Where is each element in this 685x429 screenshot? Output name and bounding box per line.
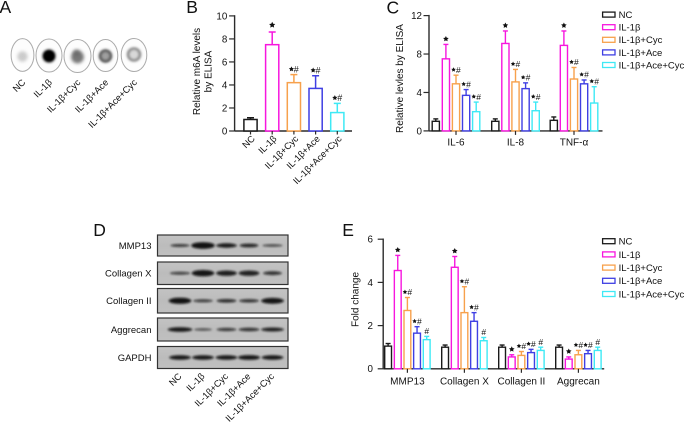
svg-text:NC: NC [619, 237, 633, 248]
svg-text:#: # [315, 65, 320, 75]
svg-text:Fold change: Fold change [350, 272, 361, 327]
svg-text:0: 0 [222, 126, 228, 137]
svg-text:IL-1β: IL-1β [619, 250, 641, 261]
svg-text:IL-6: IL-6 [447, 137, 465, 148]
svg-text:6: 6 [222, 57, 228, 68]
svg-text:C: C [387, 0, 400, 18]
svg-text:by ELISA: by ELISA [204, 50, 215, 92]
svg-text:12: 12 [411, 11, 422, 22]
svg-text:#: # [574, 57, 579, 67]
svg-text:2: 2 [222, 103, 227, 114]
svg-text:IL-1β+Ace+Cyc: IL-1β+Ace+Cyc [619, 289, 685, 300]
svg-text:2: 2 [368, 321, 373, 332]
svg-text:6: 6 [368, 235, 374, 246]
svg-text:A: A [0, 0, 12, 17]
svg-text:#: # [538, 337, 543, 347]
svg-text:#: # [417, 316, 422, 326]
svg-text:8: 8 [222, 34, 228, 45]
svg-text:Aggrecan: Aggrecan [557, 376, 600, 387]
svg-text:Collagen X: Collagen X [105, 269, 152, 280]
svg-text:#: # [407, 287, 412, 297]
svg-text:Aggrecan: Aggrecan [111, 325, 152, 336]
svg-text:MMP13: MMP13 [119, 241, 152, 252]
svg-text:D: D [93, 220, 106, 240]
svg-text:B: B [186, 0, 198, 17]
svg-text:#: # [594, 76, 599, 86]
svg-text:Collagen II: Collagen II [106, 296, 151, 307]
svg-text:Collagen X: Collagen X [440, 376, 489, 387]
svg-text:#: # [584, 70, 589, 80]
svg-text:Relative m6A levels: Relative m6A levels [192, 28, 203, 115]
svg-text:IL-1β+Ace: IL-1β+Ace [619, 276, 663, 287]
svg-text:#: # [536, 92, 541, 102]
svg-text:NC: NC [619, 10, 633, 21]
svg-text:IL-1β+Cyc: IL-1β+Cyc [619, 263, 663, 274]
svg-text:MMP13: MMP13 [390, 376, 425, 387]
svg-text:Collagen II: Collagen II [497, 376, 545, 387]
svg-text:#: # [476, 92, 481, 102]
svg-text:IL-1β+Ace: IL-1β+Ace [619, 48, 663, 59]
svg-text:Relative levles by ELISA: Relative levles by ELISA [395, 24, 406, 133]
svg-text:4: 4 [417, 88, 423, 99]
svg-text:IL-1β: IL-1β [619, 23, 641, 34]
svg-text:4: 4 [222, 80, 228, 91]
svg-text:4: 4 [368, 278, 374, 289]
svg-text:#: # [526, 73, 531, 83]
svg-text:TNF-α: TNF-α [560, 137, 589, 148]
svg-text:GAPDH: GAPDH [118, 353, 152, 364]
svg-text:8: 8 [417, 49, 423, 60]
svg-text:IL-1β+Cyc: IL-1β+Cyc [619, 35, 663, 46]
svg-text:#: # [521, 341, 526, 351]
svg-text:E: E [342, 220, 354, 240]
svg-text:#: # [294, 64, 299, 74]
svg-text:#: # [424, 326, 429, 336]
svg-text:#: # [578, 340, 583, 350]
svg-text:#: # [474, 302, 479, 312]
svg-text:#: # [466, 79, 471, 89]
svg-text:#: # [464, 276, 469, 286]
svg-text:10: 10 [216, 11, 227, 22]
svg-text:#: # [337, 93, 342, 103]
svg-text:#: # [588, 340, 593, 350]
svg-text:0: 0 [368, 364, 374, 375]
svg-text:#: # [516, 59, 521, 69]
svg-text:IL-1β+Ace+Cyc: IL-1β+Ace+Cyc [619, 60, 685, 71]
svg-text:#: # [456, 65, 461, 75]
svg-text:IL-8: IL-8 [507, 137, 525, 148]
svg-text:#: # [595, 337, 600, 347]
svg-text:0: 0 [417, 126, 423, 137]
svg-text:#: # [481, 327, 486, 337]
svg-text:#: # [531, 339, 536, 349]
